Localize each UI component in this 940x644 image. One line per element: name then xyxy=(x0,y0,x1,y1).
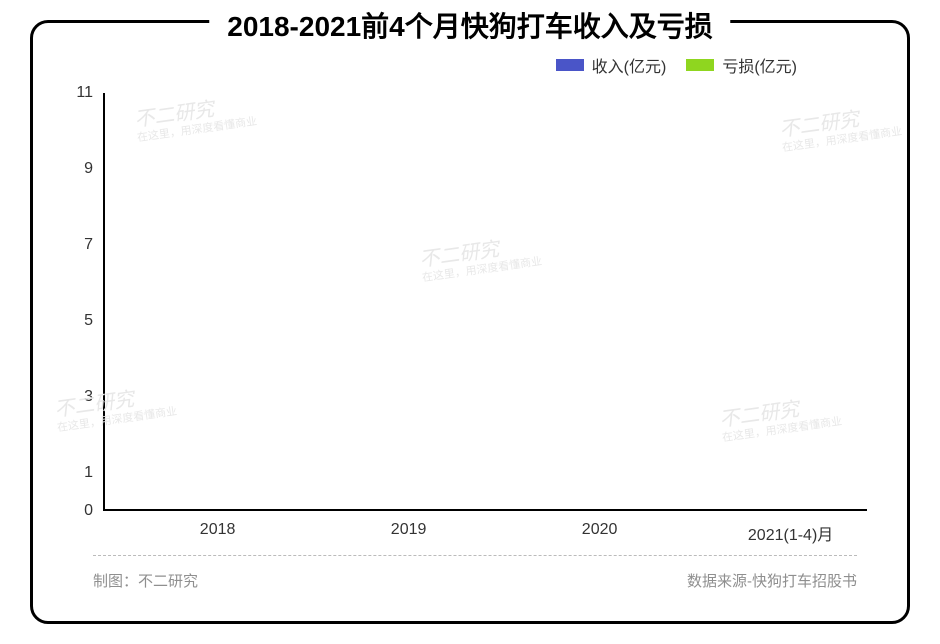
y-tick-label: 11 xyxy=(76,84,93,102)
x-tick-label: 2019 xyxy=(391,521,427,539)
legend-label: 亏损(亿元) xyxy=(722,53,797,77)
legend-label: 收入(亿元) xyxy=(592,53,667,77)
y-tick-label: 1 xyxy=(84,464,93,482)
footer-credit: 制图：不二研究 xyxy=(93,570,198,591)
y-tick-label: 9 xyxy=(84,160,93,178)
x-tick-label: 2018 xyxy=(200,521,236,539)
y-tick-label: 5 xyxy=(84,312,93,330)
y-tick-label: 7 xyxy=(84,236,93,254)
footer-source: 数据来源-快狗打车招股书 xyxy=(687,570,857,591)
x-tick-label: 2021(1-4)月 xyxy=(748,521,833,545)
y-tick-label: 3 xyxy=(84,388,93,406)
y-tick-label: 0 xyxy=(84,502,93,520)
legend-swatch xyxy=(686,59,714,71)
bars-container xyxy=(103,93,867,511)
x-tick-label: 2020 xyxy=(582,521,618,539)
chart-title: 2018-2021前4个月快狗打车收入及亏损 xyxy=(209,5,730,45)
chart-frame: 2018-2021前4个月快狗打车收入及亏损 收入(亿元)亏损(亿元) 0135… xyxy=(30,20,910,624)
footer-divider xyxy=(93,555,857,556)
legend-item: 收入(亿元) xyxy=(556,53,667,77)
plot-area: 013579112018201920202021(1-4)月 xyxy=(103,93,867,511)
legend: 收入(亿元) 亏损(亿元) xyxy=(556,53,797,77)
chart-footer: 制图：不二研究 数据来源-快狗打车招股书 xyxy=(93,555,857,591)
legend-swatch xyxy=(556,59,584,71)
legend-item: 亏损(亿元) xyxy=(686,53,797,77)
